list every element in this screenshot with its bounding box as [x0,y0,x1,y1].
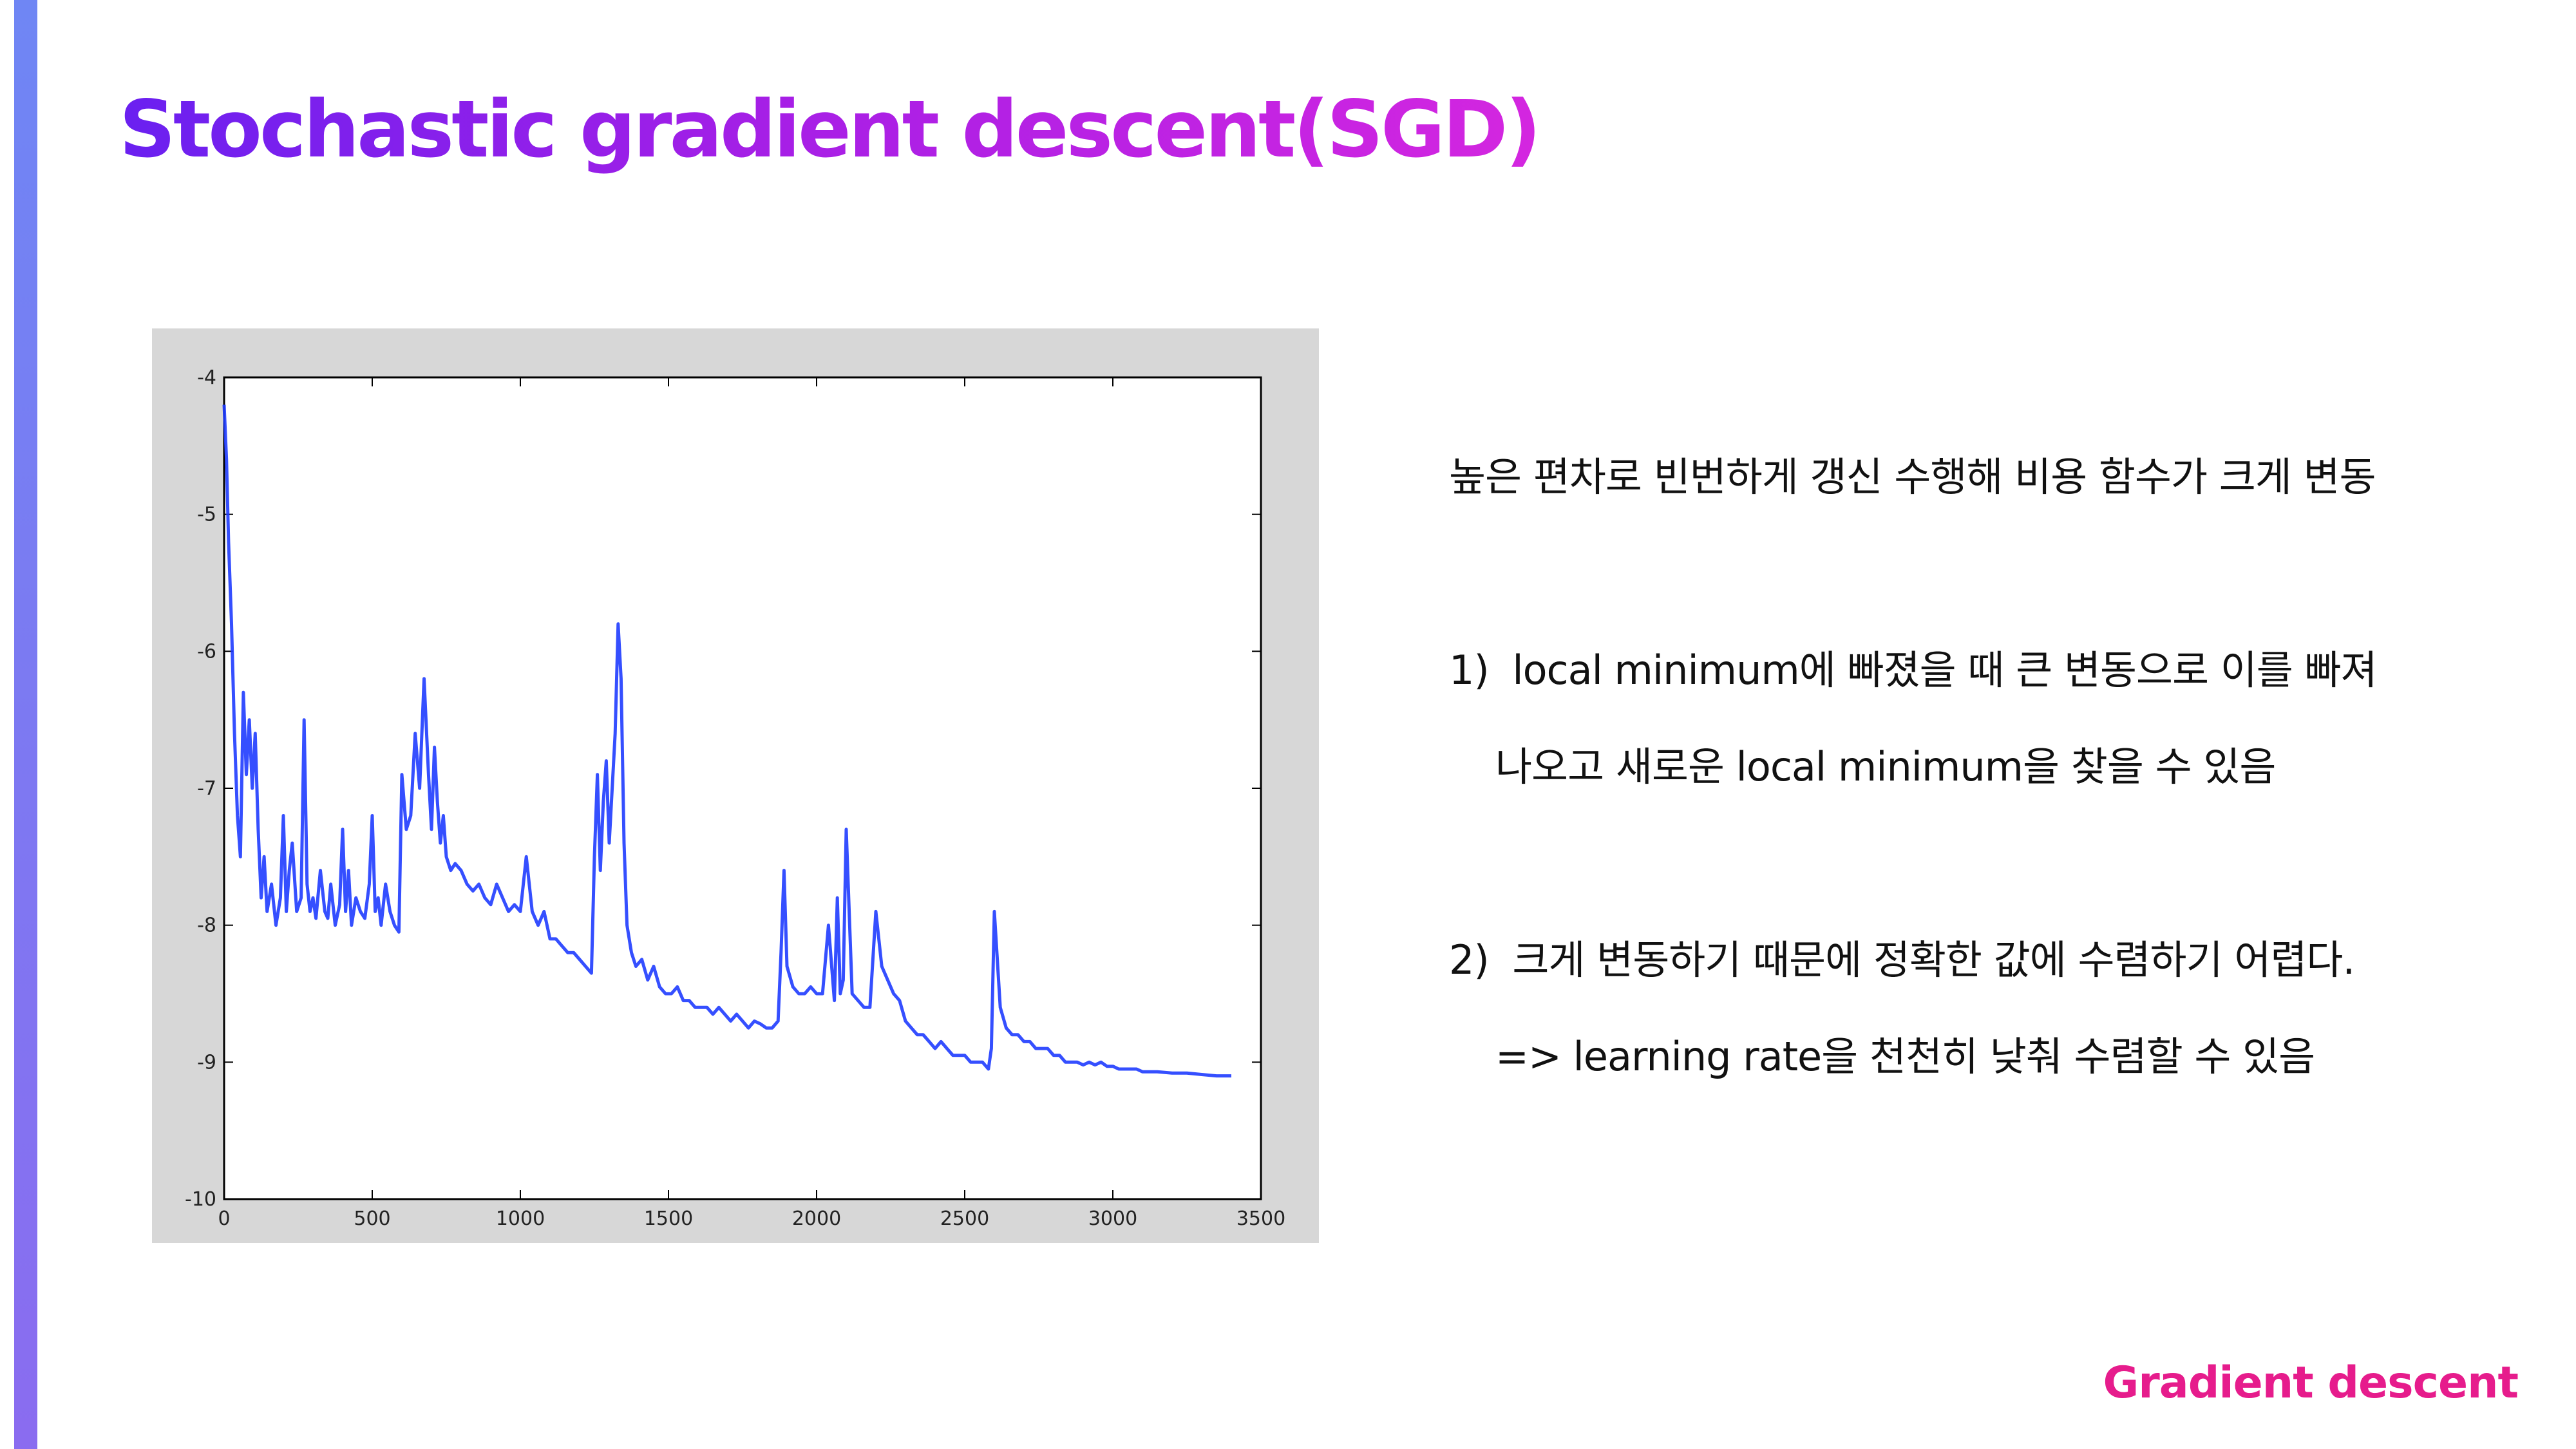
x-tick-label: 1000 [496,1208,545,1230]
bullet-item-1-number: 1) [1449,647,1490,694]
x-tick-label: 3000 [1088,1208,1137,1230]
y-tick-label: -8 [197,914,216,937]
y-tick-label: -9 [197,1051,216,1074]
x-tick-label: 0 [218,1208,230,1230]
bullet-item-2-continuation: => learning rate을 천천히 낮춰 수렴할 수 있음 [1495,1033,2315,1080]
series-layer [222,404,1231,1078]
footer-section-label: Gradient descent [2103,1358,2519,1408]
bullet-item-2-text: 크게 변동하기 때문에 정확한 값에 수렴하기 어렵다. [1512,936,2355,983]
bullet-summary: 높은 편차로 빈번하게 갱신 수행해 비용 함수가 크게 변동 [1449,453,2376,500]
bullet-item-1-continuation: 나오고 새로운 local minimum을 찾을 수 있음 [1495,743,2276,790]
ticks-layer: 0 500 1000 1500 2000 2500 3000 3500 -4 -5 -6 -7 -8 -9… [185,366,1285,1230]
bullet-item-2-number: 2) [1449,936,1490,983]
sgd-loss-chart: 0 500 1000 1500 2000 2500 3000 3500 -4 -5 -6 -7 -8 -9… [152,328,1319,1243]
slide-title: Stochastic gradient descent(SGD) [119,84,1541,175]
bullet-item-2: 2) 크게 변동하기 때문에 정확한 값에 수렴하기 어렵다. [1449,927,2355,985]
y-tick-label: -5 [197,504,216,526]
y-tick-label: -4 [197,366,216,389]
chart-svg: 0 500 1000 1500 2000 2500 3000 3500 -4 -5 -6 -7 -8 -9… [185,366,1285,1230]
bullet-item-1-text: local minimum에 빠졌을 때 큰 변동으로 이를 빠져 [1512,647,2377,694]
y-tick-label: -7 [197,777,216,800]
x-tick-label: 3500 [1236,1208,1285,1230]
y-tick-label: -10 [185,1188,216,1211]
x-tick-label: 1500 [644,1208,693,1230]
y-tick-label: -6 [197,640,216,663]
x-tick-label: 2500 [940,1208,989,1230]
plot-area [223,376,1262,1200]
x-tick-label: 500 [354,1208,390,1230]
x-tick-label: 2000 [792,1208,841,1230]
series-line [222,404,1231,1078]
bullet-item-1: 1) local minimum에 빠졌을 때 큰 변동으로 이를 빠져 [1449,638,2378,696]
side-accent-bar [14,0,37,1449]
